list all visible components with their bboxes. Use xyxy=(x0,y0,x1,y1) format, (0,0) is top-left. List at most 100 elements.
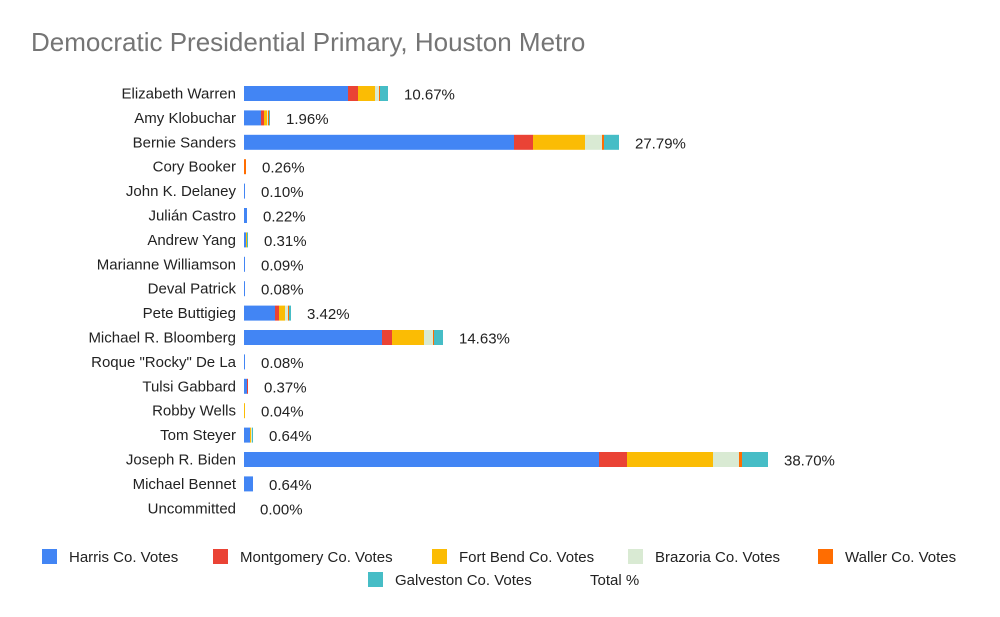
category-label: Elizabeth Warren xyxy=(122,86,237,103)
legend-label: Galveston Co. Votes xyxy=(395,572,532,589)
data-label: 0.31% xyxy=(264,233,307,250)
legend-swatch xyxy=(42,549,57,564)
bar-segment xyxy=(247,232,248,248)
data-label: 27.79% xyxy=(635,135,686,152)
data-label: 38.70% xyxy=(784,453,835,470)
bar-segment xyxy=(244,452,599,467)
legend-swatch xyxy=(818,549,833,564)
legend-label: Waller Co. Votes xyxy=(845,549,956,566)
bar-segment xyxy=(244,476,253,492)
bar-segment xyxy=(627,452,713,467)
legend-label: Montgomery Co. Votes xyxy=(240,549,393,566)
bar-segment xyxy=(275,305,279,321)
bar-segment xyxy=(244,330,382,345)
category-label: Marianne Williamson xyxy=(97,256,236,273)
category-label: John K. Delaney xyxy=(126,183,237,200)
data-label: 0.22% xyxy=(263,209,306,226)
bar-segment xyxy=(244,281,245,297)
bar-segment xyxy=(380,86,388,101)
bar-segment xyxy=(244,354,245,370)
legend-swatch xyxy=(213,549,228,564)
legend-label: Fort Bend Co. Votes xyxy=(459,549,594,566)
bar-segment xyxy=(285,305,288,321)
bar-segment xyxy=(247,378,248,394)
bar-segment xyxy=(742,452,768,467)
bar-segment xyxy=(244,134,514,150)
bar-segment xyxy=(244,208,247,223)
bar-segment xyxy=(244,183,245,199)
legend-swatch xyxy=(628,549,643,564)
category-label: Andrew Yang xyxy=(147,232,236,249)
bar-segment xyxy=(264,110,267,126)
category-label: Roque "Rocky" De La xyxy=(91,354,237,371)
data-label: 14.63% xyxy=(459,331,510,348)
bar-segment xyxy=(585,134,602,150)
bar-segment xyxy=(246,232,247,248)
category-label: Tulsi Gabbard xyxy=(142,378,236,395)
bar-segment xyxy=(251,427,252,443)
category-label: Tom Steyer xyxy=(160,427,236,444)
bar-segment xyxy=(244,159,246,175)
data-label: 10.67% xyxy=(404,87,455,104)
bar-segment xyxy=(244,86,348,101)
bar-segment xyxy=(261,110,264,126)
data-label: 1.96% xyxy=(286,111,329,128)
bar-segment xyxy=(244,403,245,419)
category-label: Amy Klobuchar xyxy=(134,110,236,127)
legend-swatch xyxy=(432,549,447,564)
bar-segment xyxy=(392,330,424,345)
bar-segment xyxy=(289,305,291,321)
data-label: 0.08% xyxy=(261,282,304,299)
data-label: 0.00% xyxy=(260,501,303,518)
bar-segment xyxy=(713,452,739,467)
bar-segment xyxy=(252,427,253,443)
legend-label: Brazoria Co. Votes xyxy=(655,549,780,566)
bar-segment xyxy=(250,427,251,443)
bar-segment xyxy=(267,110,268,126)
bar-segment xyxy=(279,305,285,321)
bar-segment xyxy=(433,330,434,345)
bar-segment xyxy=(244,427,250,443)
data-label: 0.26% xyxy=(262,160,305,177)
data-label: 0.37% xyxy=(264,379,307,396)
category-label: Michael Bennet xyxy=(133,476,237,493)
category-label: Uncommitted xyxy=(148,500,236,517)
legend-label: Harris Co. Votes xyxy=(69,549,178,566)
legend-label: Total % xyxy=(590,572,639,589)
bar-segment xyxy=(244,232,246,248)
bar-segment xyxy=(244,256,245,272)
bar-segment xyxy=(604,134,619,150)
bar-segment xyxy=(269,110,270,126)
category-label: Michael R. Bloomberg xyxy=(88,330,236,347)
category-label: Pete Buttigieg xyxy=(143,305,236,322)
data-label: 0.64% xyxy=(269,477,312,494)
bar-segment xyxy=(533,134,585,150)
data-label: 0.64% xyxy=(269,428,312,445)
bar-segment xyxy=(382,330,392,345)
bar-segment xyxy=(424,330,433,345)
bar-segment xyxy=(599,452,627,467)
bar-segment xyxy=(348,86,358,101)
category-label: Julián Castro xyxy=(148,208,236,225)
category-label: Bernie Sanders xyxy=(133,134,236,151)
bar-segment xyxy=(244,305,275,321)
legend-swatch xyxy=(368,572,383,587)
chart-title: Democratic Presidential Primary, Houston… xyxy=(31,27,586,57)
bar-segment xyxy=(358,86,375,101)
data-label: 0.08% xyxy=(261,355,304,372)
data-label: 0.10% xyxy=(261,184,304,201)
bar-segment xyxy=(434,330,443,345)
bar-segment xyxy=(244,110,261,126)
category-label: Deval Patrick xyxy=(148,281,237,298)
bar-segment xyxy=(268,110,269,126)
bar-segment xyxy=(739,452,742,467)
category-label: Joseph R. Biden xyxy=(126,452,236,469)
bar-segment xyxy=(375,86,379,101)
bar-segment xyxy=(514,134,533,150)
bar-segment xyxy=(602,134,604,150)
category-label: Cory Booker xyxy=(153,159,236,176)
bar-segment xyxy=(288,305,289,321)
category-label: Robby Wells xyxy=(152,403,236,420)
data-label: 3.42% xyxy=(307,306,350,323)
